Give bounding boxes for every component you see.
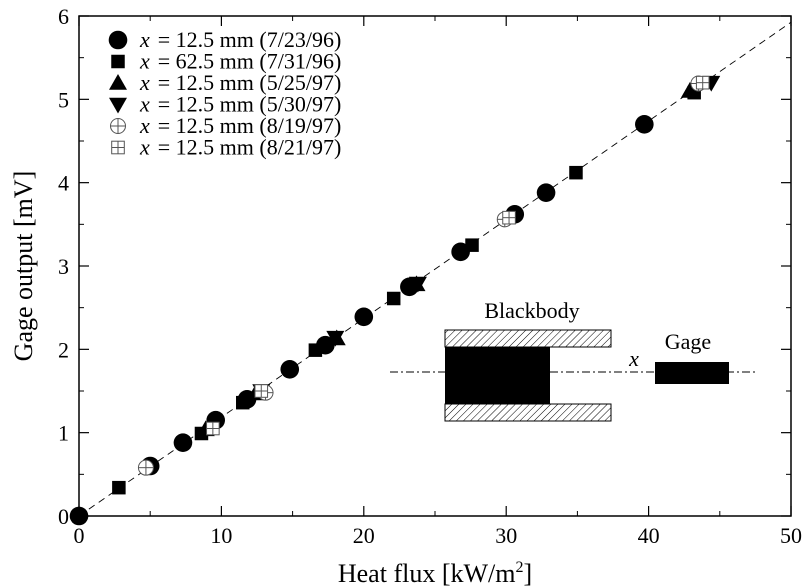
blackbody-cavity-end: [445, 347, 550, 404]
data-point-series-1: [112, 480, 126, 495]
legend-marker-1: [111, 54, 125, 69]
blackbody-bottom-wall: [444, 403, 612, 422]
x-tick-label: 20: [353, 523, 375, 548]
y-tick-label: 5: [58, 87, 69, 112]
x-axis: 0 10 20 30 40 50: [74, 16, 802, 548]
y-tick-label: 3: [58, 254, 69, 279]
data-point-series-3: [408, 276, 427, 293]
x-axis-title-main: Heat flux [kW/m: [338, 559, 516, 587]
data-point-series-3: [326, 330, 345, 347]
legend-marker-5: [111, 140, 125, 155]
legend-label-rest: = 12.5 mm (8/19/97): [158, 113, 342, 138]
legend-marker-2: [109, 74, 127, 90]
legend-label-var: x: [139, 70, 150, 95]
y-tick-label: 2: [58, 337, 69, 362]
legend-label-rest: = 12.5 mm (5/25/97): [158, 70, 342, 95]
x-axis-title-end: ]: [523, 559, 532, 587]
data-point-series-1: [308, 343, 323, 357]
data-point-series-0: [173, 433, 193, 452]
legend-label-0: x = 12.5 mm (7/23/96): [139, 27, 341, 52]
y-tick-label: 1: [58, 421, 69, 446]
inset-diagram: Blackbody Gage x: [390, 298, 758, 422]
x-tick-label: 30: [495, 523, 517, 548]
x-tick-label: 50: [780, 523, 802, 548]
legend-label-var: x: [139, 135, 150, 160]
legend-label-rest: = 12.5 mm (7/23/96): [158, 27, 342, 52]
data-point-series-0: [536, 183, 556, 202]
data-point-series-5: [695, 75, 710, 90]
y-tick-label: 6: [58, 4, 69, 29]
data-point-series-1: [465, 238, 479, 252]
y-axis: 0 1 2 3 4 5 6: [58, 4, 791, 529]
legend-label-4: x = 12.5 mm (8/19/97): [139, 113, 341, 138]
legend: x = 12.5 mm (7/23/96) x = 62.5 mm (7/31/96)…: [108, 27, 341, 160]
data-point-series-0: [69, 506, 89, 526]
legend-label-5: x = 12.5 mm (8/21/97): [139, 135, 341, 160]
gage-body: [655, 362, 729, 384]
legend-label-rest: = 12.5 mm (5/30/97): [158, 92, 342, 117]
distance-label: x: [628, 346, 639, 371]
data-point-series-5: [206, 421, 220, 436]
x-axis-title: Heat flux [kW/m2]: [338, 559, 532, 587]
legend-label-rest: = 12.5 mm (8/21/97): [158, 135, 342, 160]
data-point-series-2: [680, 82, 699, 98]
legend-label-var: x: [139, 113, 150, 138]
x-tick-label: 40: [638, 523, 660, 548]
data-point-series-1: [386, 291, 401, 306]
data-point-series-0: [635, 115, 654, 134]
legend-label-3: x = 12.5 mm (5/30/97): [139, 92, 341, 117]
legend-marker-4: [110, 118, 126, 134]
data-point-series-0: [280, 360, 300, 379]
data-points: [69, 75, 721, 526]
legend-label-var: x: [139, 92, 150, 117]
legend-label-var: x: [139, 27, 150, 52]
data-point-series-0: [354, 307, 374, 327]
data-point-series-5: [254, 384, 269, 398]
data-point-series-1: [236, 395, 250, 410]
legend-label-1: x = 62.5 mm (7/31/96): [139, 49, 341, 74]
blackbody-top-wall: [444, 329, 612, 348]
data-point-series-5: [502, 210, 516, 225]
legend-marker-0: [108, 30, 128, 50]
legend-marker-3: [109, 97, 127, 114]
data-point-series-1: [569, 165, 583, 180]
gage-label: Gage: [665, 329, 711, 354]
y-tick-label: 4: [58, 171, 69, 196]
x-tick-label: 0: [74, 523, 85, 548]
x-axis-title-sup: 2: [515, 559, 523, 576]
y-axis-title: Gage output [mV]: [9, 171, 38, 362]
blackbody-label: Blackbody: [484, 298, 579, 323]
data-point-series-4: [137, 459, 154, 476]
x-tick-label: 10: [210, 523, 232, 548]
legend-label-2: x = 12.5 mm (5/25/97): [139, 70, 341, 95]
legend-label-var: x: [139, 49, 150, 74]
legend-label-rest: = 62.5 mm (7/31/96): [158, 49, 342, 74]
y-tick-label: 0: [58, 504, 69, 529]
